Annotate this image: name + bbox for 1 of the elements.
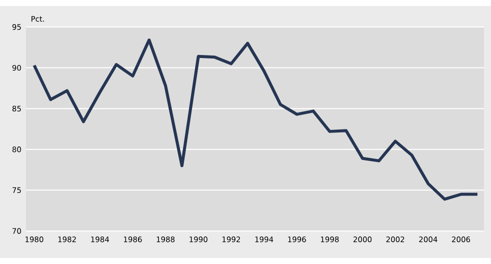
- line-series: [32, 38, 479, 201]
